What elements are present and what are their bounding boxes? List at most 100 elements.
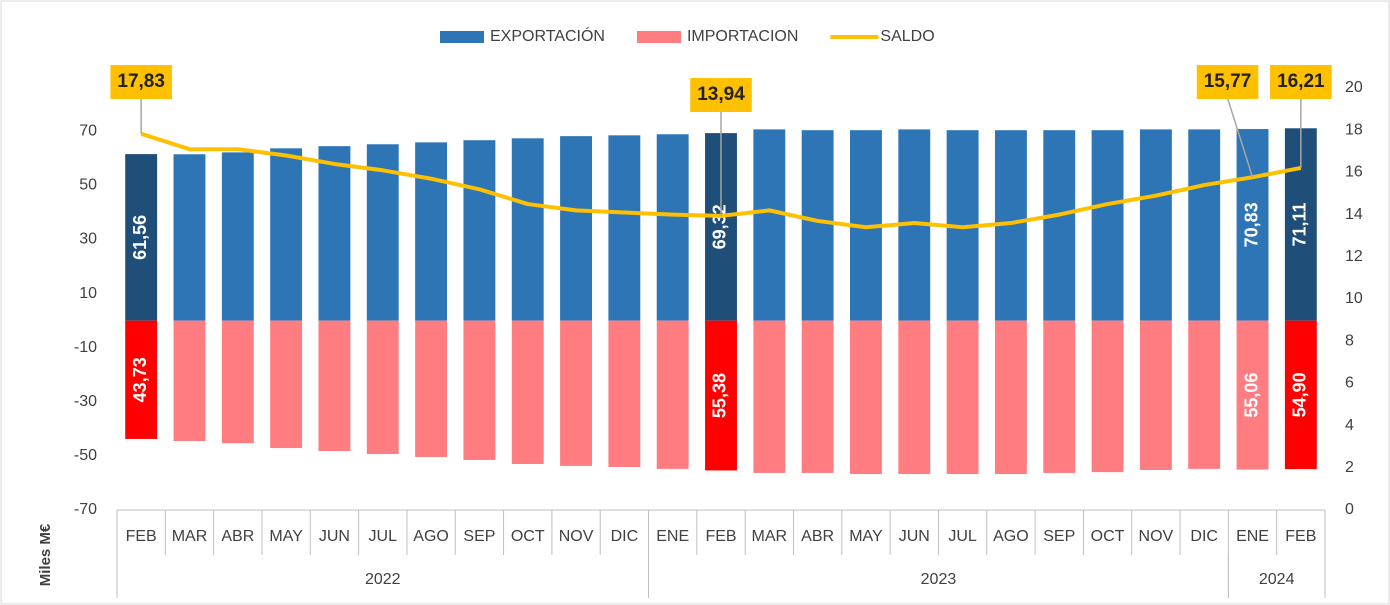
- y-tick-label: -30: [74, 393, 97, 410]
- y-tick-label: -10: [74, 339, 97, 356]
- legend-label: SALDO: [880, 28, 934, 45]
- bar: [994, 320, 1027, 475]
- y2-tick-label: 6: [1345, 375, 1354, 392]
- data-label: 43,73: [130, 357, 150, 402]
- x-tick-label: DIC: [1190, 528, 1218, 545]
- y2-tick-label: 0: [1345, 501, 1354, 518]
- bar: [318, 320, 351, 452]
- y2-tick-label: 20: [1345, 79, 1363, 96]
- y-tick-label: 10: [79, 285, 97, 302]
- bar: [608, 320, 641, 467]
- bar: [1284, 320, 1317, 470]
- y-tick-label: 30: [79, 231, 97, 248]
- bar: [560, 320, 592, 466]
- y2-tick-label: 10: [1345, 290, 1363, 307]
- bar: [221, 152, 254, 321]
- bar: [173, 154, 206, 321]
- data-label: 61,56: [130, 215, 150, 260]
- y2-tick-label: 8: [1345, 332, 1354, 349]
- x-tick-label: MAR: [172, 528, 208, 545]
- data-label: 15,77: [1204, 71, 1252, 92]
- x-tick-label: NOV: [1139, 528, 1174, 545]
- x-tick-label: SEP: [1043, 528, 1075, 545]
- callout-box: [690, 78, 752, 112]
- x-tick-label: OCT: [511, 528, 545, 545]
- x-tick-label: JUL: [369, 528, 398, 545]
- bar: [1236, 320, 1269, 470]
- x-tick-label: AGO: [413, 528, 449, 545]
- x-tick-label: MAY: [849, 528, 883, 545]
- x-tick-label: JUN: [319, 528, 350, 545]
- x-tick-label: SEP: [463, 528, 495, 545]
- y2-tick-label: 18: [1345, 121, 1363, 138]
- x-tick-label: JUL: [948, 528, 977, 545]
- bar: [1043, 130, 1076, 321]
- bar: [946, 320, 979, 475]
- y2-tick-label: 12: [1345, 248, 1363, 265]
- y-axis-label: Miles M€: [37, 523, 54, 586]
- bar: [318, 146, 351, 321]
- y2-tick-label: 16: [1345, 164, 1363, 181]
- bar: [125, 320, 158, 439]
- x-tick-label: ENE: [1236, 528, 1269, 545]
- bar: [753, 129, 786, 321]
- bar: [1236, 129, 1269, 321]
- x-tick-label: ABR: [801, 528, 834, 545]
- data-label: 69,32: [710, 204, 730, 249]
- legend-label: EXPORTACIÓN: [490, 26, 605, 45]
- y-tick-label: 50: [79, 177, 97, 194]
- bar: [415, 320, 448, 457]
- bar: [753, 320, 786, 473]
- bar: [1188, 320, 1221, 469]
- data-label: 71,11: [1290, 202, 1310, 246]
- callout-box: [1270, 65, 1332, 99]
- bar: [1188, 129, 1221, 321]
- bar: [511, 138, 544, 321]
- y2-tick-label: 14: [1345, 206, 1363, 223]
- bar: [221, 320, 254, 444]
- legend-swatch: [440, 31, 484, 43]
- callout-box: [110, 65, 172, 99]
- bar: [560, 136, 592, 321]
- bar: [608, 135, 641, 321]
- x-tick-label: FEB: [1285, 528, 1316, 545]
- group-label: 2023: [921, 571, 957, 588]
- bar: [270, 148, 303, 321]
- bar: [173, 320, 206, 442]
- y2-tick-label: 4: [1345, 417, 1354, 434]
- bar: [850, 320, 882, 475]
- legend-swatch: [636, 31, 681, 43]
- bar: [463, 320, 496, 460]
- y2-tick-label: 2: [1345, 459, 1354, 476]
- callout-leader: [1226, 97, 1254, 178]
- data-label: 16,21: [1277, 71, 1325, 92]
- data-label: 17,83: [117, 71, 165, 92]
- bar: [656, 134, 689, 321]
- y-tick-label: -70: [74, 501, 97, 518]
- callout-box: [1196, 65, 1259, 99]
- bar: [270, 320, 303, 449]
- group-label: 2022: [365, 571, 401, 588]
- bar: [366, 320, 399, 455]
- bar: [801, 320, 834, 473]
- bar: [1139, 129, 1172, 321]
- bar: [898, 320, 931, 475]
- bar: [705, 320, 737, 471]
- data-label: 55,06: [1241, 373, 1261, 418]
- y-tick-label: 70: [79, 123, 97, 140]
- x-tick-label: MAY: [269, 528, 303, 545]
- x-tick-label: FEB: [126, 528, 157, 545]
- bar: [801, 130, 834, 321]
- y-tick-label: -50: [74, 447, 97, 464]
- bar: [125, 154, 158, 321]
- x-tick-label: OCT: [1091, 528, 1125, 545]
- group-label: 2024: [1259, 571, 1295, 588]
- x-tick-label: DIC: [611, 528, 639, 545]
- x-tick-label: NOV: [559, 528, 594, 545]
- data-label: 70,83: [1241, 202, 1261, 247]
- legend-label: IMPORTACION: [687, 28, 798, 45]
- bar: [511, 320, 544, 465]
- bar: [463, 140, 496, 321]
- bar: [1139, 320, 1172, 470]
